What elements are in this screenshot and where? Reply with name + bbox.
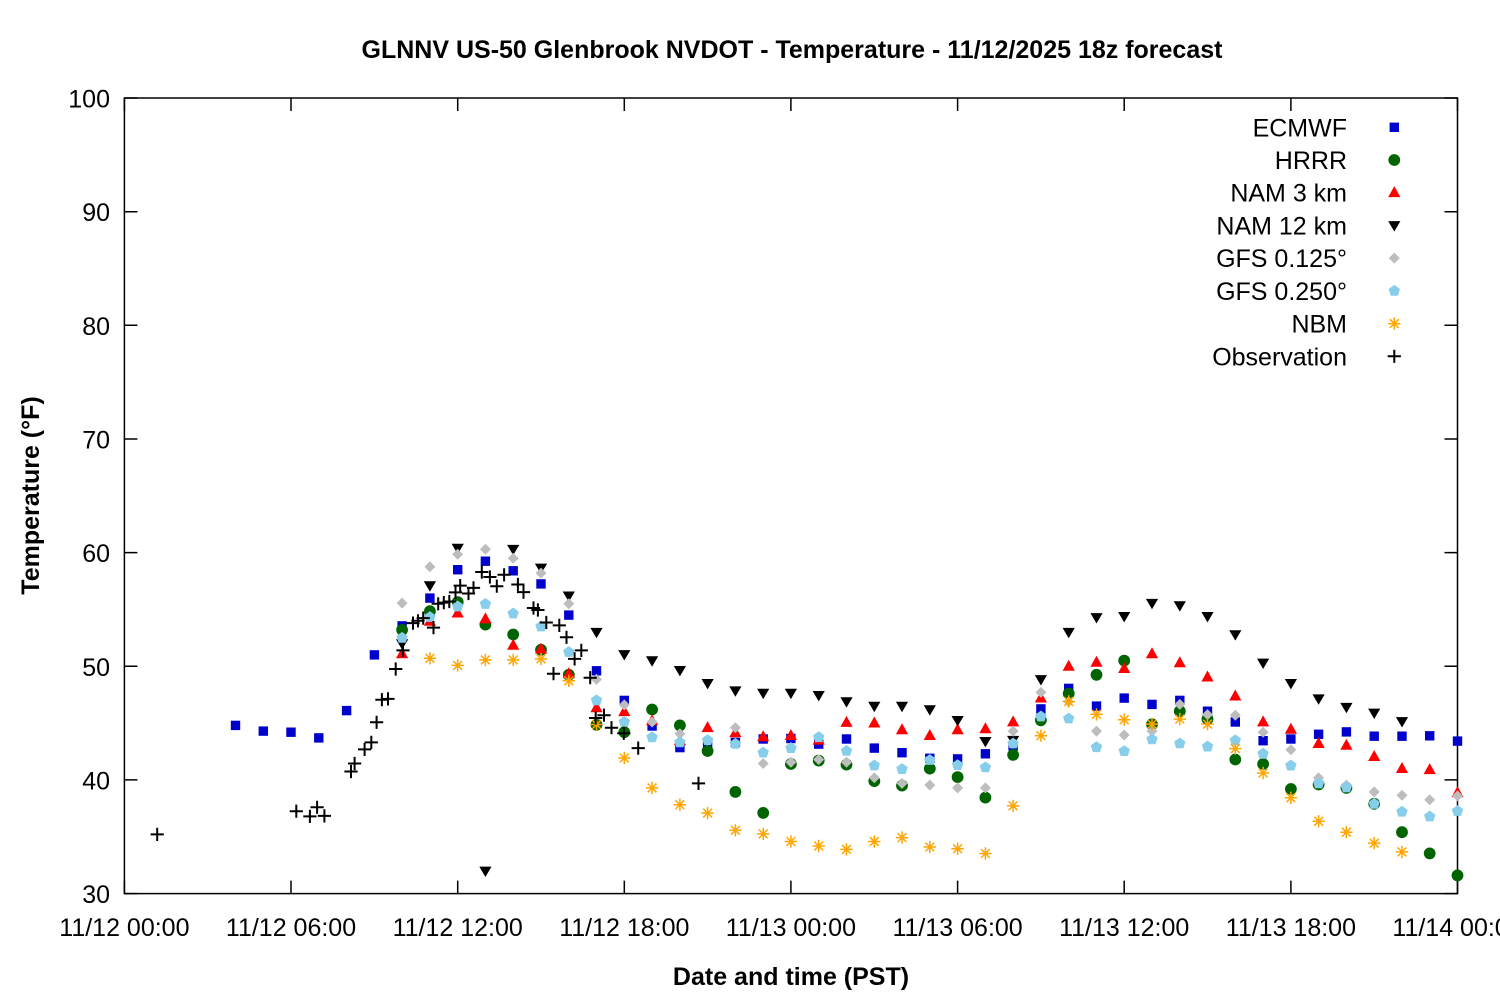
svg-text:11/12 00:00: 11/12 00:00 [59, 914, 189, 942]
svg-text:NAM 3 km: NAM 3 km [1230, 180, 1347, 208]
svg-text:80: 80 [82, 313, 110, 341]
svg-text:Observation: Observation [1212, 343, 1347, 371]
svg-text:70: 70 [82, 427, 110, 455]
svg-text:Temperature (°F): Temperature (°F) [17, 396, 45, 594]
svg-text:11/13 18:00: 11/13 18:00 [1226, 914, 1356, 942]
svg-text:11/13 12:00: 11/13 12:00 [1059, 914, 1189, 942]
svg-text:GLNNV US-50 Glenbrook NVDOT -: GLNNV US-50 Glenbrook NVDOT - Temperatur… [362, 36, 1224, 64]
svg-text:11/12 18:00: 11/12 18:00 [559, 914, 689, 942]
svg-text:11/12 06:00: 11/12 06:00 [226, 914, 356, 942]
svg-text:NBM: NBM [1291, 311, 1347, 339]
svg-text:90: 90 [82, 199, 110, 227]
svg-text:60: 60 [82, 540, 110, 568]
svg-text:11/13 00:00: 11/13 00:00 [726, 914, 856, 942]
svg-text:11/14 00:00: 11/14 00:00 [1392, 914, 1500, 942]
svg-text:GFS 0.125°: GFS 0.125° [1216, 245, 1347, 273]
svg-text:100: 100 [68, 86, 110, 114]
svg-text:11/12 12:00: 11/12 12:00 [393, 914, 523, 942]
svg-text:NAM 12 km: NAM 12 km [1216, 212, 1347, 240]
svg-text:50: 50 [82, 654, 110, 682]
svg-text:HRRR: HRRR [1275, 147, 1347, 175]
svg-text:Date and time (PST): Date and time (PST) [673, 963, 909, 991]
svg-text:40: 40 [82, 767, 110, 795]
svg-text:ECMWF: ECMWF [1253, 114, 1347, 142]
svg-text:11/13 06:00: 11/13 06:00 [892, 914, 1022, 942]
svg-text:30: 30 [82, 881, 110, 909]
svg-text:GFS 0.250°: GFS 0.250° [1216, 278, 1347, 306]
